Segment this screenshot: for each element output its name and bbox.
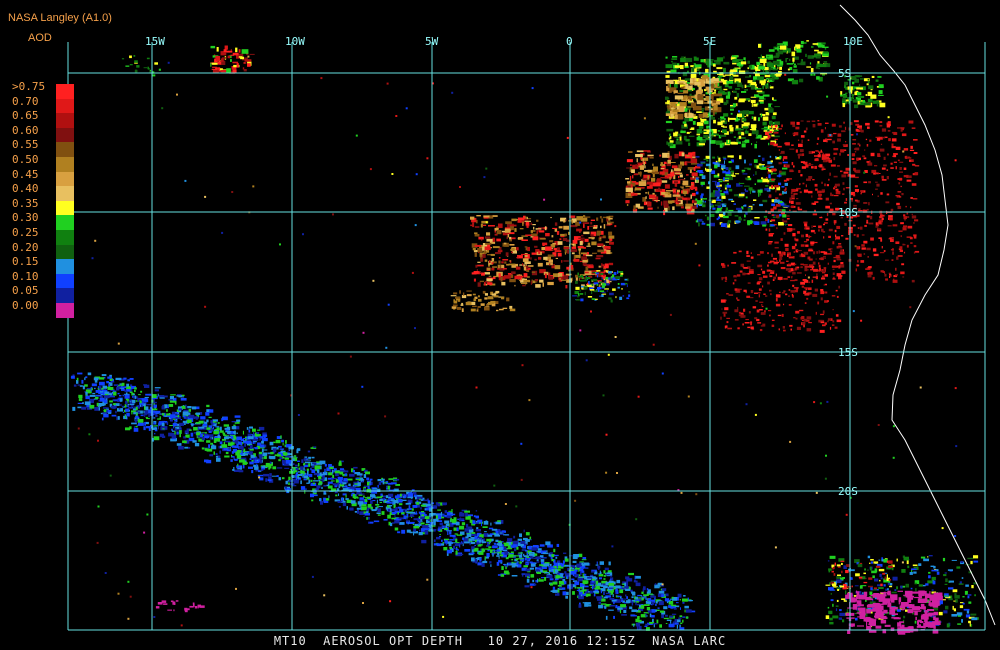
aerosol-patches	[70, 40, 979, 635]
latitude-label: 5S	[838, 67, 851, 80]
legend-label: >0.75	[12, 80, 46, 93]
legend-label: 0.10	[12, 269, 39, 283]
legend-label: 0.70	[12, 94, 39, 108]
legend-swatch	[56, 156, 74, 172]
legend-label: 0.20	[12, 240, 39, 254]
legend-swatch	[56, 273, 74, 289]
footer-caption: MT10 AEROSOL OPT DEPTH 10 27, 2016 12:15…	[273, 634, 727, 648]
legend-label: 0.40	[12, 182, 39, 196]
legend-label: 0.05	[12, 284, 39, 298]
legend-label: 0.15	[12, 255, 39, 269]
longitude-label: 10E	[843, 35, 863, 48]
latitude-label: 20S	[838, 485, 858, 498]
longitude-label: 5E	[703, 35, 716, 48]
color-legend	[56, 84, 74, 318]
legend-label: 0.65	[12, 109, 39, 123]
latitude-label: 10S	[838, 206, 858, 219]
legend-swatch	[56, 171, 74, 187]
legend-label: 0.00	[12, 299, 39, 312]
variable-label: AOD	[28, 32, 52, 44]
graticule	[67, 42, 986, 631]
legend-swatch	[56, 186, 74, 201]
coastline	[839, 4, 996, 626]
legend-swatch	[56, 215, 74, 230]
legend-label: 0.30	[12, 211, 39, 225]
longitude-label: 15W	[145, 35, 165, 48]
legend-swatch	[56, 113, 74, 128]
legend-swatch	[56, 98, 74, 114]
legend-swatch	[56, 200, 74, 216]
legend-swatch	[56, 229, 74, 245]
legend-label: 0.25	[12, 226, 39, 239]
legend-swatch	[56, 142, 74, 157]
longitude-label: 0	[566, 35, 573, 48]
legend-swatch	[56, 127, 74, 143]
longitude-label: 5W	[425, 35, 439, 48]
legend-label: 0.50	[12, 153, 39, 166]
legend-label: 0.55	[12, 138, 39, 152]
legend-swatch	[56, 84, 74, 99]
legend-label: 0.60	[12, 123, 39, 137]
legend-swatch	[56, 259, 74, 274]
longitude-labels: 15W 10W 5W 0 5E 10E	[145, 35, 863, 48]
latitude-label: 15S	[838, 346, 858, 359]
legend-label: 0.45	[12, 167, 39, 181]
legend-swatch	[56, 244, 74, 260]
legend-swatch	[56, 288, 74, 303]
longitude-label: 10W	[285, 35, 305, 48]
latitude-labels: 5S 10S 15S 20S	[838, 67, 858, 498]
source-label: NASA Langley (A1.0)	[8, 12, 112, 24]
legend-label: 0.35	[12, 196, 39, 210]
legend-swatch	[56, 302, 74, 318]
